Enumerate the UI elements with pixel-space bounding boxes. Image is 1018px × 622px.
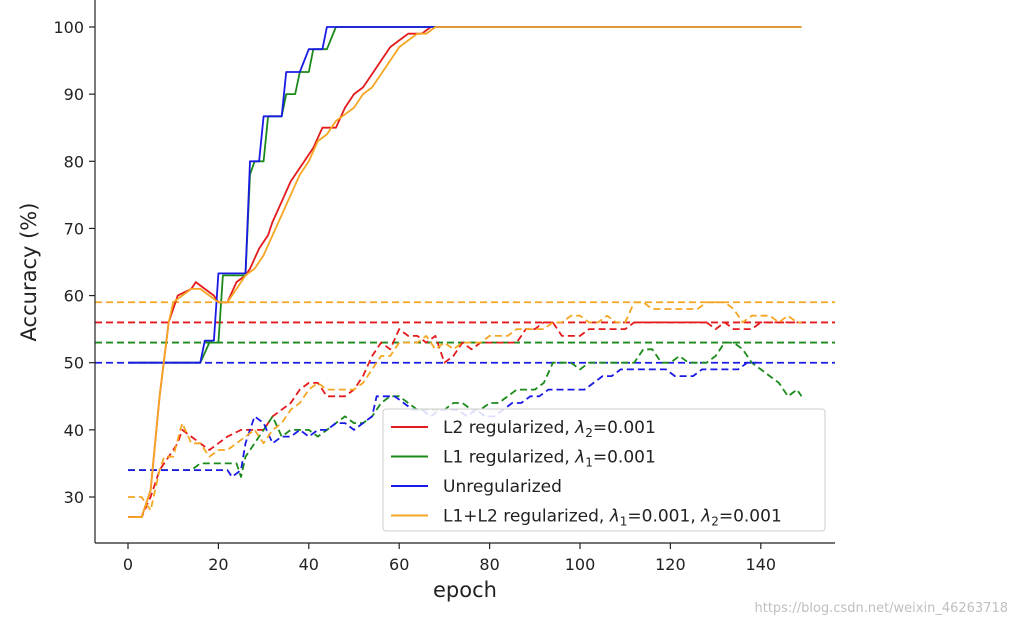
- legend-label: L1+L2 regularized, λ1=0.001, λ2=0.001: [443, 507, 782, 529]
- y-tick-label: 70: [64, 219, 84, 238]
- x-tick-label: 40: [299, 555, 319, 574]
- y-tick-label: 50: [64, 354, 84, 373]
- series-layer: [95, 26, 835, 518]
- x-tick-label: 140: [746, 555, 777, 574]
- y-tick-label: 90: [64, 85, 84, 104]
- legend-label: L2 regularized, λ2=0.001: [443, 418, 656, 440]
- series-unreg_train: [128, 26, 802, 364]
- y-tick-label: 40: [64, 421, 84, 440]
- legend-box: [382, 408, 826, 532]
- x-tick-label: 20: [208, 555, 228, 574]
- series-l1_test: [128, 341, 803, 478]
- legend-label: L1 regularized, λ1=0.001: [443, 448, 656, 470]
- x-tick-label: 0: [123, 555, 133, 574]
- y-tick-label: 30: [64, 488, 84, 507]
- x-tick-label: 80: [479, 555, 499, 574]
- series-l1l2_test: [128, 301, 802, 512]
- series-l1l2_train: [128, 26, 802, 518]
- x-tick-label: 100: [565, 555, 596, 574]
- x-axis-title: epoch: [433, 578, 497, 602]
- x-tick-label: 60: [389, 555, 409, 574]
- series-l1_train: [128, 26, 802, 364]
- y-tick-label: 80: [64, 152, 84, 171]
- watermark: https://blog.csdn.net/weixin_46263718: [754, 601, 1008, 616]
- y-ticks: 30 40 50 60 70 80 90 100: [53, 18, 95, 507]
- y-tick-label: 60: [64, 287, 84, 306]
- x-tick-label: 120: [655, 555, 686, 574]
- series-l2_test: [128, 321, 802, 518]
- x-ticks: 0 20 40 60 80 100 120 140: [123, 543, 776, 574]
- legend-label: Unregularized: [443, 477, 562, 497]
- legend: L2 regularized, λ2=0.001 L1 regularized, …: [382, 408, 826, 532]
- y-tick-label: 100: [53, 18, 84, 37]
- y-axis-title: Accuracy (%): [17, 203, 41, 342]
